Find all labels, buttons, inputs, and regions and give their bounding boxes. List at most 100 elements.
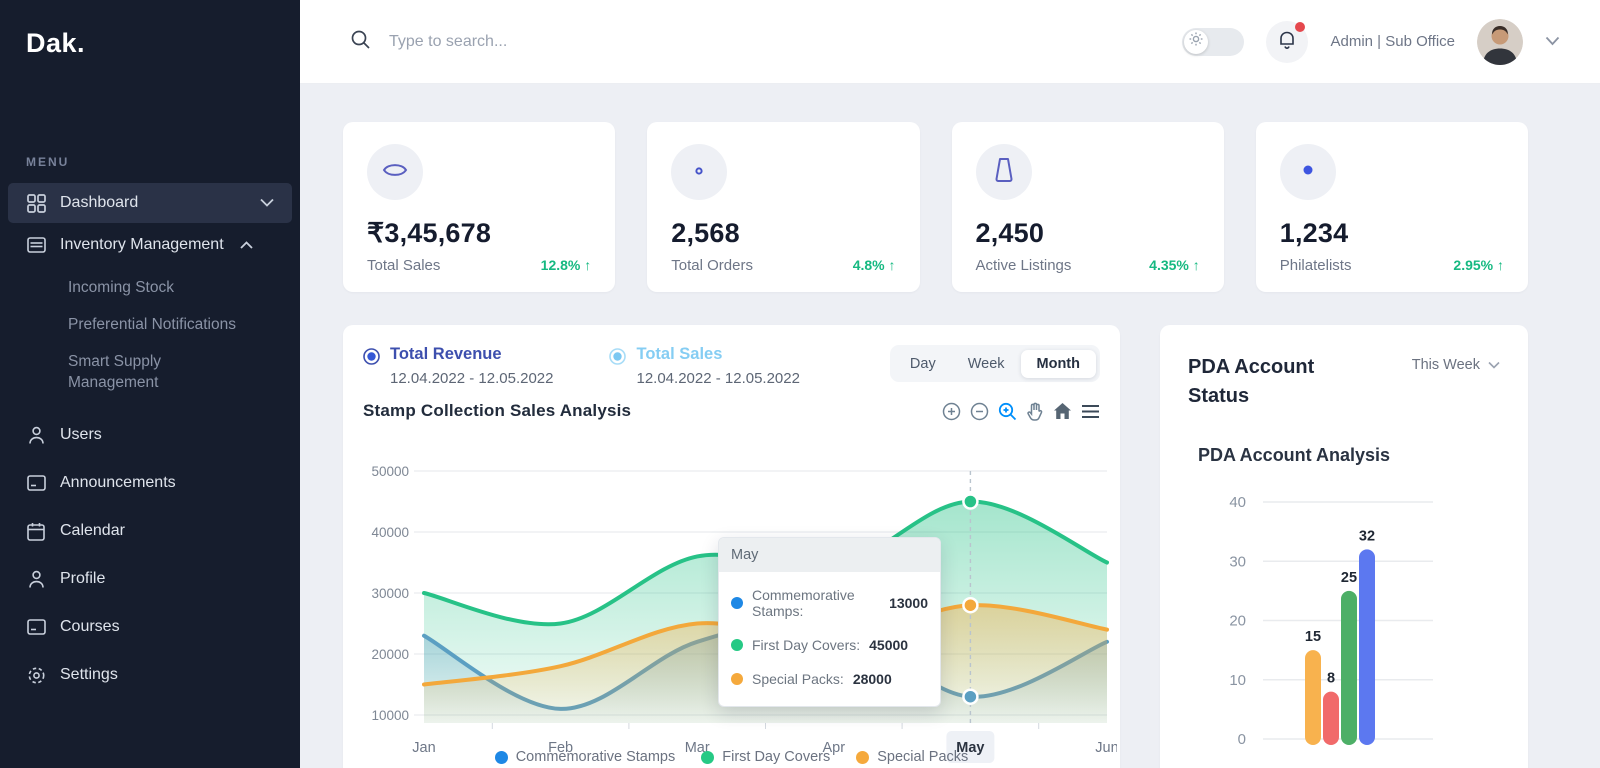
svg-text:30: 30 xyxy=(1229,553,1246,570)
theme-toggle[interactable] xyxy=(1182,27,1245,56)
tooltip-value: 45000 xyxy=(869,637,909,653)
charts-row: Total Revenue 12.04.2022 - 12.05.2022 To… xyxy=(343,325,1528,768)
legend-item[interactable]: Special Packs xyxy=(856,749,968,765)
user-role-label: Admin | Sub Office xyxy=(1330,33,1455,50)
sidebar-item-calendar[interactable]: Calendar xyxy=(8,511,292,551)
stat-label: Total Orders xyxy=(671,257,753,274)
tooltip-label: Special Packs: xyxy=(752,671,844,687)
tooltip-row: First Day Covers: 45000 xyxy=(731,628,928,662)
series-dot xyxy=(731,673,743,685)
sidebar-subitem-smart-supply-management[interactable]: Smart Supply Management xyxy=(68,353,162,391)
sidebar-item-label: Announcements xyxy=(60,474,176,491)
user-icon xyxy=(26,569,46,589)
toggle-date-range: 12.04.2022 - 12.05.2022 xyxy=(636,370,800,387)
disc-icon xyxy=(1302,163,1314,181)
legend-label: Special Packs xyxy=(877,749,969,765)
legend-dot xyxy=(494,750,508,764)
pan-icon[interactable] xyxy=(1026,402,1044,421)
range-button-day[interactable]: Day xyxy=(909,355,936,372)
dot-icon xyxy=(694,163,704,181)
course-icon xyxy=(26,617,46,637)
notification-badge xyxy=(1295,21,1306,32)
stat-card-philatelists: 1,234 Philatelists 2.95% ↑ xyxy=(1255,122,1528,292)
sidebar-item-profile[interactable]: Profile xyxy=(8,559,292,599)
sidebar-item-label: Inventory Management xyxy=(60,236,224,253)
user-menu-chevron-icon[interactable] xyxy=(1545,33,1560,51)
tooltip-row: Special Packs: 28000 xyxy=(731,662,928,696)
stat-value: 2,568 xyxy=(671,218,740,248)
series-toggle-total-revenue[interactable]: Total Revenue 12.04.2022 - 12.05.2022 xyxy=(363,345,553,387)
sidebar-subitem-incoming-stock[interactable]: Incoming Stock xyxy=(68,279,174,296)
notifications-button[interactable] xyxy=(1266,20,1309,63)
chart-legend: Commemorative Stamps First Day Covers Spec… xyxy=(343,749,1120,765)
sales-analysis-card: Total Revenue 12.04.2022 - 12.05.2022 To… xyxy=(343,325,1120,768)
range-button-month[interactable]: Month xyxy=(1020,349,1096,378)
legend-dot xyxy=(856,750,870,764)
range-switch: Day Week Month xyxy=(889,345,1100,382)
pda-account-card: PDA Account Status This Week PDA Account… xyxy=(1160,325,1528,768)
stat-card-total-sales: ₹3,45,678 Total Sales 12.8% ↑ xyxy=(343,122,616,292)
stat-delta: 4.35% ↑ xyxy=(1149,257,1200,273)
sidebar-item-label: Dashboard xyxy=(60,194,139,211)
topbar: Admin | Sub Office xyxy=(300,0,1600,84)
tooltip-row: Commemorative Stamps: 13000 xyxy=(731,578,928,628)
legend-item[interactable]: Commemorative Stamps xyxy=(494,749,676,765)
series-toggle-total-sales[interactable]: Total Sales 12.04.2022 - 12.05.2022 xyxy=(609,345,800,387)
avatar[interactable] xyxy=(1477,18,1523,65)
bag-icon xyxy=(992,157,1016,188)
toggle-label: Total Sales xyxy=(636,345,723,363)
chevron-down-icon xyxy=(1488,357,1500,373)
sidebar-item-inventory-management[interactable]: Inventory Management xyxy=(8,225,292,265)
inventory-sub-menu: Incoming Stock Preferential Notification… xyxy=(0,269,300,401)
sidebar-item-dashboard[interactable]: Dashboard xyxy=(8,183,292,223)
stat-label: Philatelists xyxy=(1279,257,1352,274)
sidebar-item-users[interactable]: Users xyxy=(8,415,292,455)
legend-label: Commemorative Stamps xyxy=(515,749,676,765)
content: ₹3,45,678 Total Sales 12.8% ↑ 2,568 Tota… xyxy=(300,84,1600,768)
bell-icon xyxy=(1277,29,1297,55)
sidebar: Dak. MENU Dashboard Inventory Management xyxy=(0,0,300,768)
svg-text:20000: 20000 xyxy=(371,647,409,662)
pda-bar-chart: 0 10 20 30 40 15 8 25 32 xyxy=(1229,494,1433,748)
sidebar-subitem-preferential-notifications[interactable]: Preferential Notifications xyxy=(68,316,236,333)
toggle-date-range: 12.04.2022 - 12.05.2022 xyxy=(390,370,554,387)
legend-label: First Day Covers xyxy=(722,749,831,765)
home-icon[interactable] xyxy=(1053,402,1072,420)
zoom-out-icon[interactable] xyxy=(970,402,989,421)
calendar-icon xyxy=(26,521,46,541)
announcement-icon xyxy=(26,473,46,493)
tooltip-label: Commemorative Stamps: xyxy=(752,587,855,619)
zoom-in-icon[interactable] xyxy=(942,402,961,421)
sidebar-item-courses[interactable]: Courses xyxy=(8,607,292,647)
sidebar-item-announcements[interactable]: Announcements xyxy=(8,463,292,503)
toggle-label: Total Revenue xyxy=(390,345,502,363)
search-input[interactable] xyxy=(389,32,809,51)
svg-text:40000: 40000 xyxy=(371,525,409,540)
stat-label: Active Listings xyxy=(975,257,1072,274)
stat-delta: 4.8% ↑ xyxy=(852,257,896,273)
sidebar-item-label: Users xyxy=(60,426,102,443)
tooltip-value: 13000 xyxy=(889,595,928,611)
svg-text:8: 8 xyxy=(1327,671,1335,687)
chart-toolbar xyxy=(942,402,1100,421)
legend-item[interactable]: First Day Covers xyxy=(701,749,830,765)
tooltip-label: First Day Covers: xyxy=(752,637,861,653)
svg-text:May: May xyxy=(956,740,984,756)
main-area: Admin | Sub Office xyxy=(300,0,1600,768)
period-dropdown[interactable]: This Week xyxy=(1412,357,1500,373)
svg-text:20: 20 xyxy=(1229,613,1246,630)
chart-tooltip: May Commemorative Stamps: 13000 First Da… xyxy=(718,537,941,707)
svg-text:10000: 10000 xyxy=(371,708,409,723)
menu-icon[interactable] xyxy=(1081,404,1100,419)
svg-text:Feb: Feb xyxy=(548,740,573,756)
selection-zoom-icon[interactable] xyxy=(998,402,1017,421)
stat-delta: 2.95% ↑ xyxy=(1453,257,1504,273)
gear-icon xyxy=(26,665,46,685)
svg-text:Jan: Jan xyxy=(412,740,435,756)
user-icon xyxy=(26,425,46,445)
range-button-week[interactable]: Week xyxy=(967,355,1005,372)
grid-icon xyxy=(26,193,46,213)
sidebar-item-settings[interactable]: Settings xyxy=(8,655,292,695)
stat-value: 1,234 xyxy=(1279,218,1349,248)
